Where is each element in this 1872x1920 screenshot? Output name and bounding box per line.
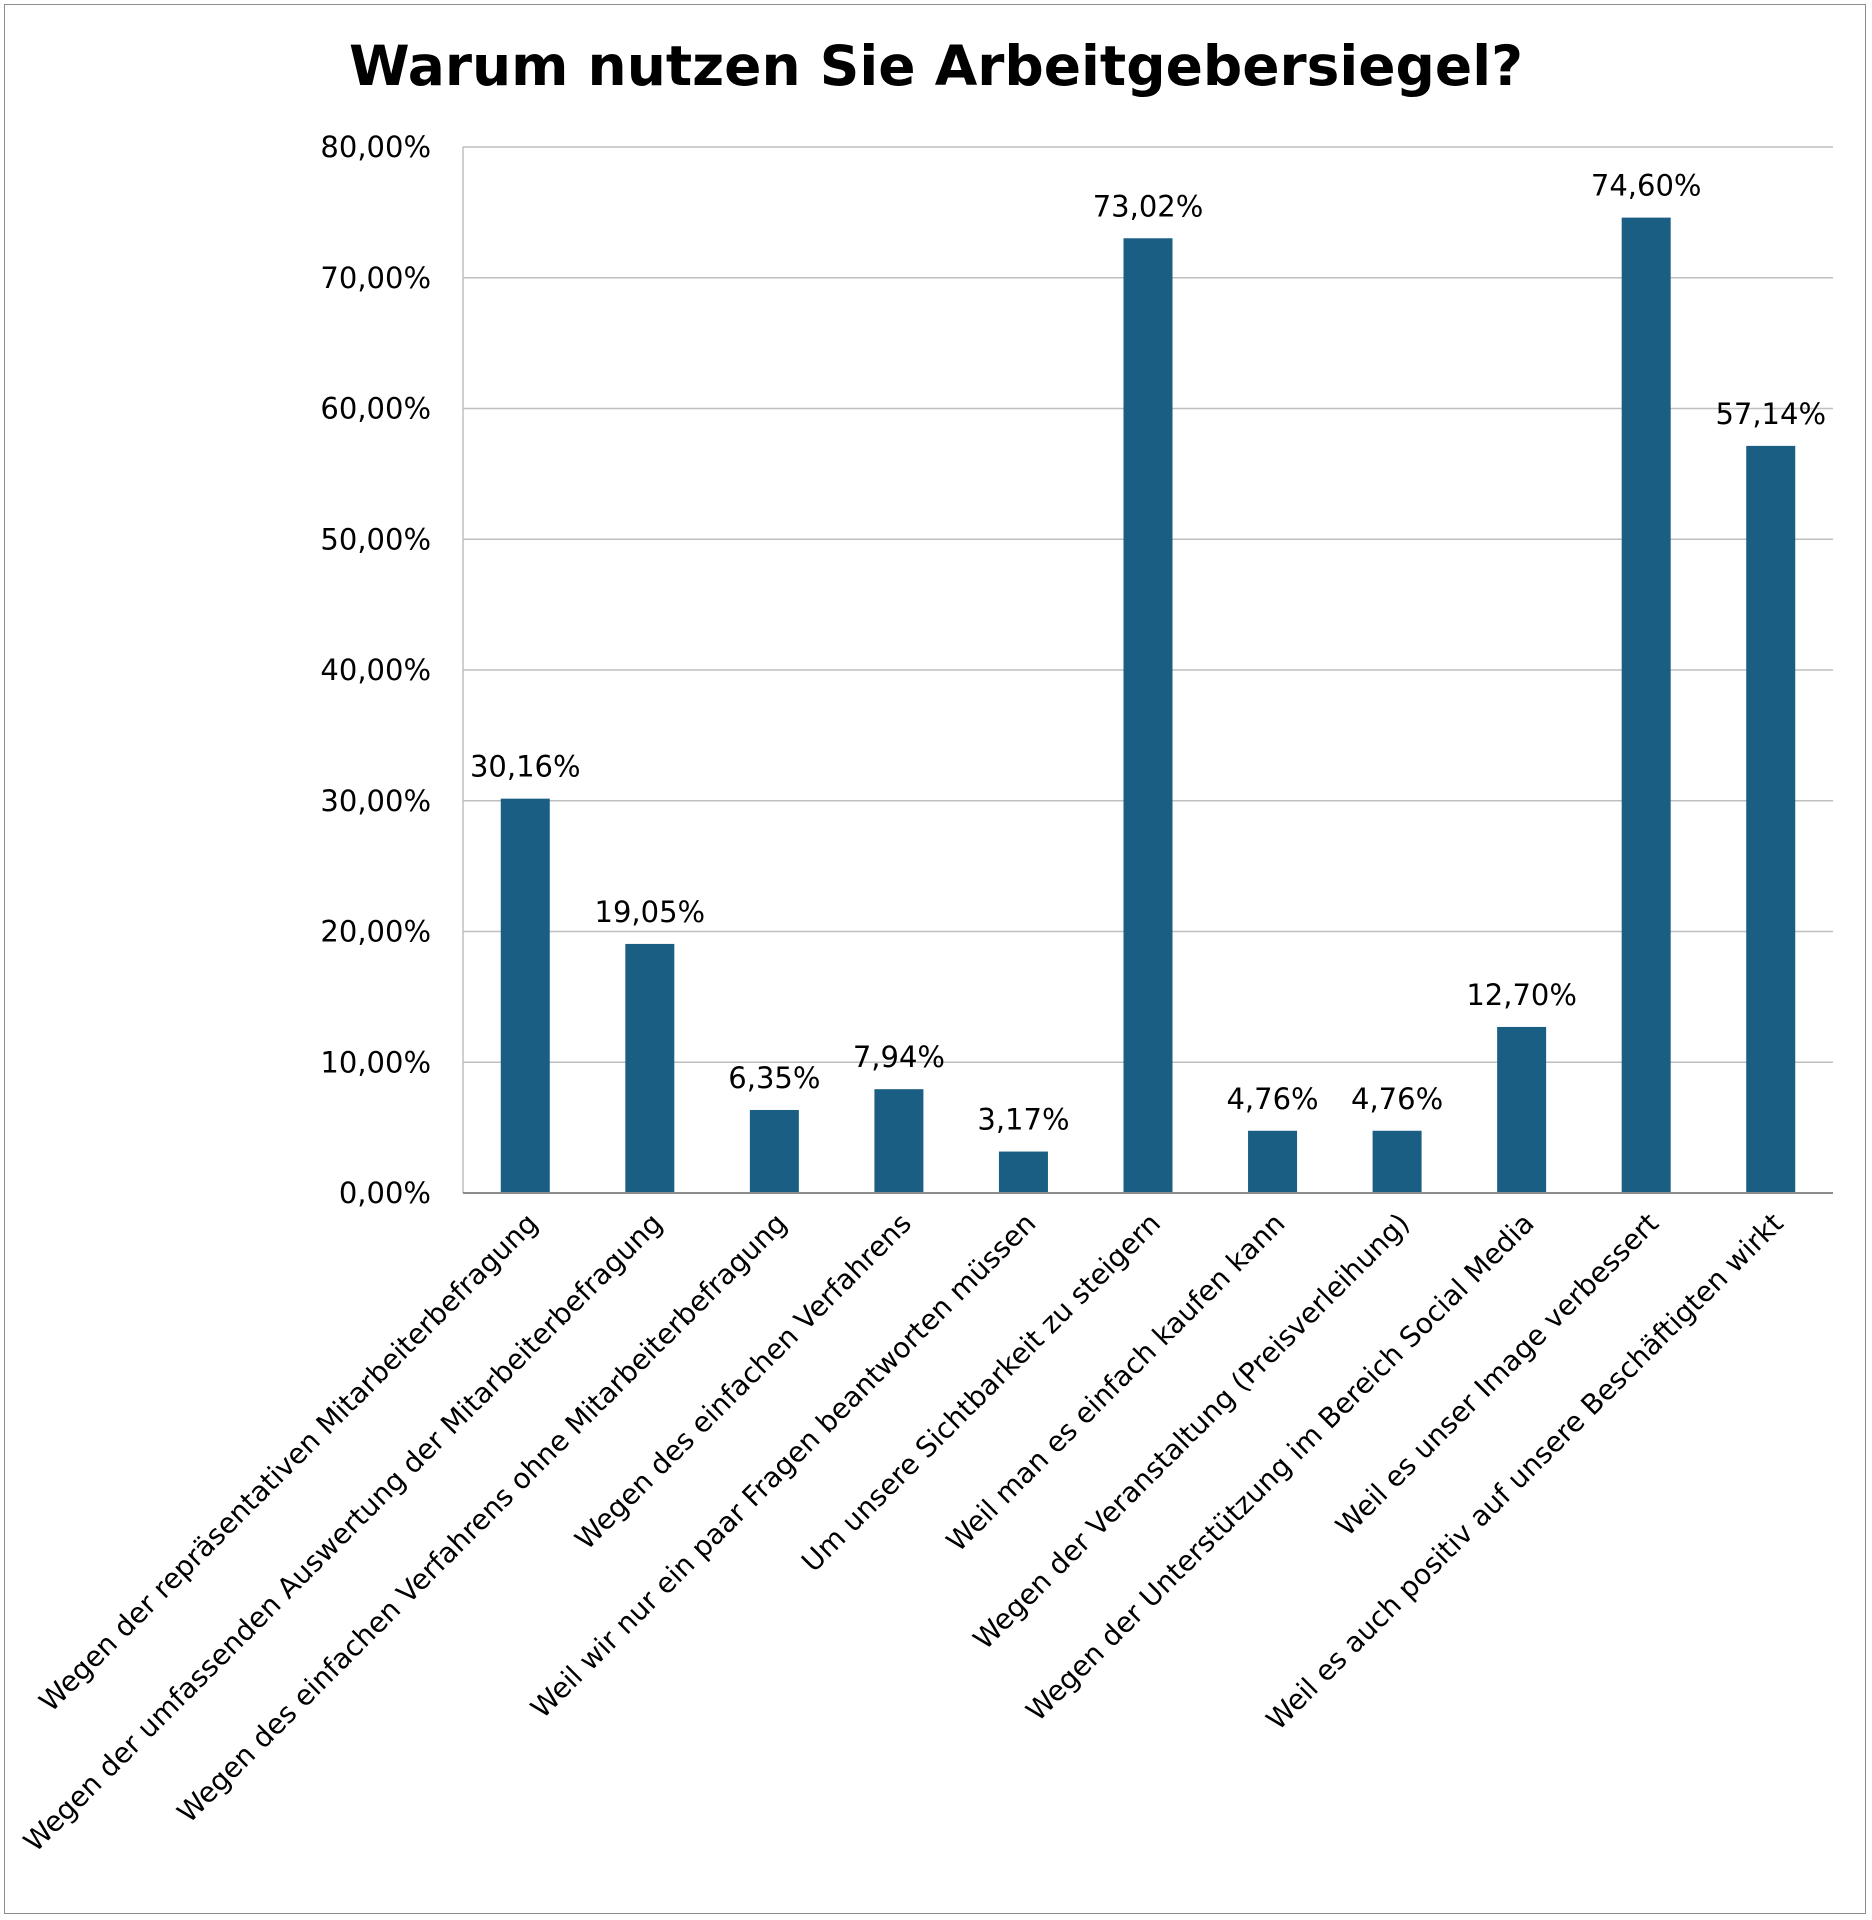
- bar: [500, 798, 550, 1193]
- chart-frame: [4, 4, 1866, 1914]
- bar: [1123, 238, 1173, 1194]
- bars: [500, 217, 1796, 1194]
- bar: [1372, 1130, 1422, 1193]
- data-label: 19,05%: [595, 895, 706, 929]
- bar: [1497, 1026, 1547, 1193]
- bar: [1248, 1130, 1298, 1193]
- data-label: 30,16%: [470, 750, 581, 784]
- y-tick-label: 10,00%: [320, 1045, 431, 1079]
- y-tick-label: 60,00%: [320, 392, 431, 426]
- bar: [749, 1109, 799, 1193]
- data-label: 74,60%: [1591, 169, 1702, 203]
- bar: [874, 1089, 924, 1193]
- data-label: 6,35%: [728, 1061, 820, 1095]
- chart-title: Warum nutzen Sie Arbeitgebersiegel?: [349, 34, 1523, 98]
- data-label: 12,70%: [1466, 978, 1577, 1012]
- y-tick-label: 0,00%: [339, 1176, 431, 1210]
- category-label: Wegen der Veranstaltung (Preisverleihung…: [967, 1207, 1416, 1656]
- data-label: 73,02%: [1093, 189, 1204, 223]
- y-axis-tick-labels: 0,00% 10,00% 20,00% 30,00% 40,00% 50,00% 60,00…: [320, 130, 431, 1210]
- y-tick-label: 70,00%: [320, 261, 431, 295]
- data-label: 57,14%: [1715, 397, 1826, 431]
- bar: [998, 1151, 1048, 1193]
- bar: [625, 943, 675, 1193]
- y-tick-label: 40,00%: [320, 653, 431, 687]
- y-tick-label: 80,00%: [320, 130, 431, 164]
- data-label: 4,76%: [1351, 1082, 1443, 1116]
- y-tick-label: 20,00%: [320, 915, 431, 949]
- gridlines: [462, 146, 1833, 1193]
- y-tick-label: 30,00%: [320, 784, 431, 818]
- bar: [1746, 445, 1796, 1193]
- y-tick-label: 50,00%: [320, 522, 431, 556]
- category-label: Wegen der repräsentativen Mitarbeiterbef…: [33, 1207, 545, 1719]
- category-label: Wegen des einfachen Verfahrens ohne Mita…: [171, 1207, 794, 1830]
- data-label: 4,76%: [1226, 1082, 1318, 1116]
- bar: [1621, 217, 1671, 1194]
- data-label: 3,17%: [977, 1103, 1069, 1137]
- category-labels: Wegen der repräsentativen Mitarbeiterbef…: [17, 1207, 1790, 1859]
- data-label: 7,94%: [853, 1040, 945, 1074]
- data-labels: 30,16% 19,05% 6,35% 7,94% 3,17% 73,02% 4,76% 4,…: [470, 169, 1826, 1137]
